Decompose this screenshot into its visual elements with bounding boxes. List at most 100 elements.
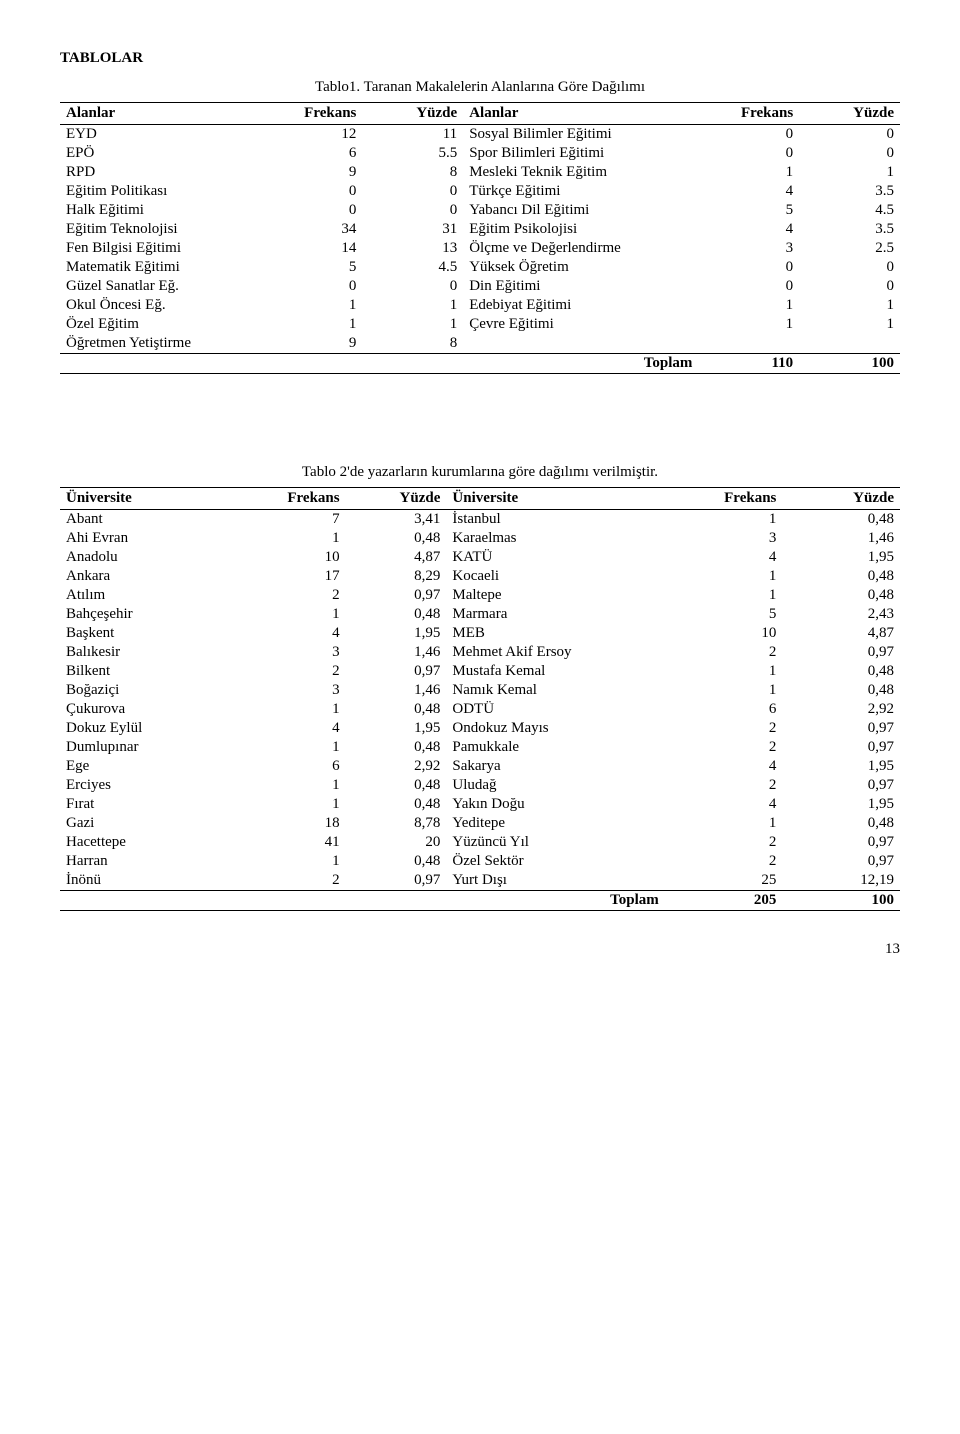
table-cell: 4,87	[782, 624, 900, 643]
table-cell: 1	[245, 529, 346, 548]
table-cell: Atılım	[60, 586, 245, 605]
table-cell: 4.5	[799, 201, 900, 220]
table-cell: Yüksek Öğretim	[463, 258, 698, 277]
table-cell: 0	[799, 277, 900, 296]
table-cell: 1	[665, 681, 783, 700]
table-row: Boğaziçi31,46Namık Kemal10,48	[60, 681, 900, 700]
table-row: Fen Bilgisi Eğitimi1413Ölçme ve Değerlen…	[60, 239, 900, 258]
table-row: Gazi188,78Yeditepe10,48	[60, 814, 900, 833]
table-row: Ahi Evran10,48Karaelmas31,46	[60, 529, 900, 548]
table1-total-freq: 110	[698, 354, 799, 374]
table-cell: 0	[362, 182, 463, 201]
table-cell: 4	[245, 624, 346, 643]
table-cell: 2	[665, 719, 783, 738]
table-cell: 3.5	[799, 220, 900, 239]
table-cell: 0,97	[782, 738, 900, 757]
table-cell: Türkçe Eğitimi	[463, 182, 698, 201]
table-cell	[463, 334, 698, 354]
th-alanlar-2: Alanlar	[463, 103, 698, 125]
table-cell: 0	[362, 277, 463, 296]
table-cell: 41	[245, 833, 346, 852]
table-cell: 0	[262, 182, 363, 201]
table-cell: 1	[262, 296, 363, 315]
table-cell: ODTÜ	[446, 700, 664, 719]
table-cell: EPÖ	[60, 144, 262, 163]
table-cell: Dumlupınar	[60, 738, 245, 757]
table-cell: 3	[245, 681, 346, 700]
table-cell: 1	[665, 814, 783, 833]
table-cell: Eğitim Psikolojisi	[463, 220, 698, 239]
table-cell: Yakın Doğu	[446, 795, 664, 814]
table-cell: 4,87	[346, 548, 447, 567]
table-cell: 0,97	[346, 871, 447, 891]
table-cell: Fen Bilgisi Eğitimi	[60, 239, 262, 258]
table-cell: Ondokuz Mayıs	[446, 719, 664, 738]
table-cell: Bahçeşehir	[60, 605, 245, 624]
table1: Alanlar Frekans Yüzde Alanlar Frekans Yü…	[60, 102, 900, 374]
table-cell: 3	[698, 239, 799, 258]
table-cell: 0,48	[782, 567, 900, 586]
table-cell: 8	[362, 163, 463, 182]
table-cell: 0,48	[782, 510, 900, 530]
table-cell: Yüzüncü Yıl	[446, 833, 664, 852]
table-cell: 3,41	[346, 510, 447, 530]
table-cell: Özel Sektör	[446, 852, 664, 871]
table-cell: Başkent	[60, 624, 245, 643]
table-cell: 0,48	[346, 605, 447, 624]
table-cell: 3.5	[799, 182, 900, 201]
table-cell: Sosyal Bilimler Eğitimi	[463, 125, 698, 145]
table-row: EPÖ65.5Spor Bilimleri Eğitimi00	[60, 144, 900, 163]
table-cell: 1,95	[782, 795, 900, 814]
table-cell: 2	[245, 871, 346, 891]
table-cell: 0	[698, 258, 799, 277]
th2-frekans-1: Frekans	[245, 488, 346, 510]
table-cell: 2	[665, 776, 783, 795]
table-cell: Maltepe	[446, 586, 664, 605]
table-cell: Ölçme ve Değerlendirme	[463, 239, 698, 258]
table2-header-row: Üniversite Frekans Yüzde Üniversite Frek…	[60, 488, 900, 510]
table1-total-row: Toplam 110 100	[60, 354, 900, 374]
table-cell: 0	[698, 277, 799, 296]
table-cell: 1	[799, 296, 900, 315]
table-cell: 12	[262, 125, 363, 145]
table-cell: Uludağ	[446, 776, 664, 795]
th2-univ-1: Üniversite	[60, 488, 245, 510]
table-row: Öğretmen Yetiştirme98	[60, 334, 900, 354]
table-row: Dumlupınar10,48Pamukkale20,97	[60, 738, 900, 757]
table1-total-label: Toplam	[463, 354, 698, 374]
table-cell: Namık Kemal	[446, 681, 664, 700]
table-cell: 0,48	[346, 776, 447, 795]
table-cell: 0,97	[782, 776, 900, 795]
table-cell: 1	[245, 605, 346, 624]
table-cell: 0,48	[782, 586, 900, 605]
table-cell: Çukurova	[60, 700, 245, 719]
table-cell: 5.5	[362, 144, 463, 163]
table-cell: 0,97	[782, 833, 900, 852]
table-cell: 14	[262, 239, 363, 258]
table-cell: Özel Eğitim	[60, 315, 262, 334]
table-row: Çukurova10,48ODTÜ62,92	[60, 700, 900, 719]
th2-univ-2: Üniversite	[446, 488, 664, 510]
table-cell: EYD	[60, 125, 262, 145]
table-cell: Boğaziçi	[60, 681, 245, 700]
table-cell: Karaelmas	[446, 529, 664, 548]
table-cell: 20	[346, 833, 447, 852]
table-cell: 5	[262, 258, 363, 277]
table-cell: 4	[665, 548, 783, 567]
table-cell: 1,46	[346, 643, 447, 662]
table2-total-freq: 205	[665, 891, 783, 911]
table2-total-row: Toplam 205 100	[60, 891, 900, 911]
table-row: Balıkesir31,46Mehmet Akif Ersoy20,97	[60, 643, 900, 662]
table-cell: Ankara	[60, 567, 245, 586]
table-cell: 1	[245, 852, 346, 871]
table-cell: Spor Bilimleri Eğitimi	[463, 144, 698, 163]
table-cell: Mehmet Akif Ersoy	[446, 643, 664, 662]
th2-yuzde-2: Yüzde	[782, 488, 900, 510]
table-cell: 1	[665, 510, 783, 530]
table-cell: Ahi Evran	[60, 529, 245, 548]
table-cell: Pamukkale	[446, 738, 664, 757]
table-row: Özel Eğitim11Çevre Eğitimi11	[60, 315, 900, 334]
table-cell: Yabancı Dil Eğitimi	[463, 201, 698, 220]
table-cell: 7	[245, 510, 346, 530]
table-cell: Ege	[60, 757, 245, 776]
